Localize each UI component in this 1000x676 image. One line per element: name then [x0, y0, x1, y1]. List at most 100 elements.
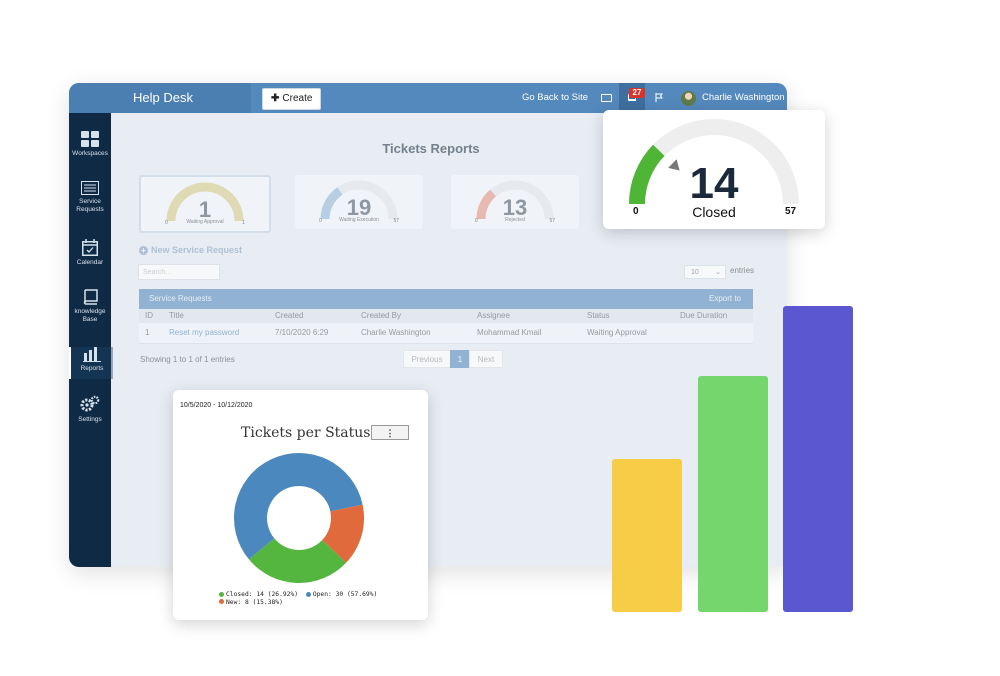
- sidebar-item-label: Workspaces: [72, 150, 108, 157]
- gauge-max: 57: [393, 218, 399, 224]
- decor-bar-green: [698, 376, 768, 612]
- legend-closed: Closed: 14 (26.92%): [226, 591, 299, 598]
- table-title: Service Requests: [149, 294, 212, 303]
- sidebar-item-reports[interactable]: Reports: [69, 347, 113, 379]
- column-header-id[interactable]: ID: [145, 311, 153, 320]
- chart-title: Tickets per Status: [241, 425, 371, 441]
- gauge-max: 57: [549, 218, 555, 224]
- legend-row: Closed: 14 (26.92%) Open: 30 (57.69%): [219, 591, 377, 599]
- legend-new: New: 8 (15.38%): [226, 598, 283, 606]
- cell-assignee: Mohammad Kmail: [477, 328, 542, 337]
- entries-label: entries: [730, 266, 755, 275]
- flag-icon[interactable]: [655, 93, 663, 102]
- chevron-down-icon: ⌄: [715, 269, 721, 276]
- cell-created-by: Charlie Washington: [361, 328, 431, 337]
- cell-status: Waiting Approval: [587, 328, 647, 337]
- donut-slice-new[interactable]: [322, 504, 364, 563]
- gauge-min: 0: [165, 220, 168, 226]
- gauge-min: 0: [633, 206, 639, 217]
- mail-icon[interactable]: [601, 94, 612, 102]
- grid-icon: [81, 131, 99, 147]
- export-button[interactable]: Export to: [708, 294, 741, 303]
- plus-icon: ✚: [271, 93, 280, 104]
- avatar[interactable]: [681, 91, 696, 106]
- showing-entries: Showing 1 to 1 of 1 entries: [140, 355, 235, 364]
- gauge-value: 13: [502, 195, 528, 220]
- gauge-card-waiting-approval[interactable]: 1 Waiting Approval 0 1: [139, 175, 271, 233]
- gears-icon: [80, 395, 100, 412]
- gauge-min: 0: [475, 218, 478, 224]
- table-row[interactable]: 1 Reset my password 7/10/2020 6:29 Charl…: [139, 323, 753, 344]
- book-icon: [83, 289, 98, 305]
- closed-gauge-arc: [629, 119, 799, 205]
- gauge-card-waiting-execution[interactable]: 19 Waiting Execution 0 57: [295, 175, 423, 229]
- plus-circle-icon: +: [139, 246, 148, 255]
- column-header-due-duration[interactable]: Due Duration: [680, 311, 728, 320]
- gauge-card-rejected[interactable]: 13 Rejected 0 57: [451, 175, 579, 229]
- sidebar-item-label: Settings: [78, 416, 102, 423]
- create-label: Create: [282, 93, 313, 104]
- gauge-label: Waiting Approval: [186, 219, 224, 225]
- gauge-arc: [476, 180, 554, 220]
- pager-next[interactable]: Next: [469, 350, 503, 368]
- gauge-value: 1: [198, 197, 212, 222]
- gauge-value: 19: [346, 195, 372, 220]
- entries-select[interactable]: 10 ⌄: [684, 265, 726, 279]
- sidebar: Workspaces Service Requests Calendar kno…: [69, 113, 113, 567]
- gauge-arc: [166, 182, 244, 222]
- table-columns: ID Title Created Created By Assignee Sta…: [139, 309, 753, 323]
- page-title: Tickets Reports: [382, 141, 480, 156]
- gauge-label: Waiting Execution: [339, 217, 379, 223]
- decor-bar-yellow: [612, 459, 682, 612]
- sidebar-item-settings[interactable]: Settings: [69, 395, 111, 424]
- closed-value: 14: [689, 159, 739, 208]
- donut-slice-open[interactable]: [233, 452, 363, 560]
- legend-dot-open: [305, 591, 311, 597]
- date-range: 10/5/2020 - 10/12/2020: [180, 402, 253, 409]
- legend-open: Open: 30 (57.69%): [312, 591, 378, 598]
- sidebar-item-service-requests[interactable]: Service Requests: [69, 181, 111, 214]
- closed-label: Closed: [692, 204, 736, 220]
- tickets-per-status-card: 10/5/2020 - 10/12/2020 Tickets per Statu…: [173, 390, 428, 620]
- cell-created: 7/10/2020 6:29: [275, 328, 329, 337]
- sidebar-item-label: Calendar: [76, 259, 104, 266]
- top-bar: Help Desk ✚ Create Go Back to Site 27 Cha…: [69, 83, 787, 113]
- go-back-link[interactable]: Go Back to Site: [522, 92, 589, 103]
- list-icon: [81, 181, 99, 195]
- column-header-status[interactable]: Status: [587, 311, 610, 320]
- brand-title: Help Desk: [69, 83, 251, 113]
- sidebar-item-label: knowledge Base: [74, 308, 106, 323]
- legend-row: New: 8 (15.38%): [219, 599, 377, 607]
- sidebar-item-label: Service Requests: [76, 198, 104, 213]
- closed-gauge-card: 14 Closed 0 57: [603, 110, 825, 229]
- column-header-created-by[interactable]: Created By: [361, 311, 402, 320]
- column-header-assignee[interactable]: Assignee: [477, 311, 510, 320]
- column-header-created[interactable]: Created: [275, 311, 304, 320]
- column-header-title[interactable]: Title: [169, 311, 184, 320]
- gauge-max: 1: [242, 220, 245, 226]
- gauge-min: 0: [319, 218, 322, 224]
- new-service-request-link[interactable]: + New Service Request: [139, 245, 242, 255]
- sidebar-item-workspaces[interactable]: Workspaces: [69, 131, 111, 158]
- pager-previous[interactable]: Previous: [403, 350, 451, 368]
- entries-value: 10: [691, 269, 699, 276]
- sidebar-item-calendar[interactable]: Calendar: [69, 239, 111, 267]
- sidebar-item-label: Reports: [80, 365, 104, 372]
- chart-legend: Closed: 14 (26.92%) Open: 30 (57.69%) Ne…: [219, 591, 377, 606]
- gauge-max: 57: [785, 206, 797, 217]
- notifications-button[interactable]: 27: [619, 83, 645, 113]
- cell-id: 1: [145, 328, 150, 337]
- sidebar-item-knowledge-base[interactable]: knowledge Base: [69, 289, 111, 324]
- legend-dot-new: [219, 599, 224, 604]
- user-name[interactable]: Charlie Washington: [702, 92, 785, 103]
- gauge-arc: [320, 180, 398, 220]
- pager-page-1[interactable]: 1: [450, 350, 470, 368]
- search-input[interactable]: Search...: [138, 264, 220, 280]
- new-request-label: New Service Request: [151, 245, 243, 255]
- donut-slice-closed[interactable]: [248, 538, 347, 583]
- cell-title-link[interactable]: Reset my password: [169, 328, 240, 337]
- table-header-bar: Service Requests Export to: [139, 289, 753, 309]
- decor-bar-purple: [783, 306, 853, 612]
- create-button[interactable]: ✚ Create: [262, 88, 322, 110]
- chart-menu-button[interactable]: ⋮: [371, 425, 409, 440]
